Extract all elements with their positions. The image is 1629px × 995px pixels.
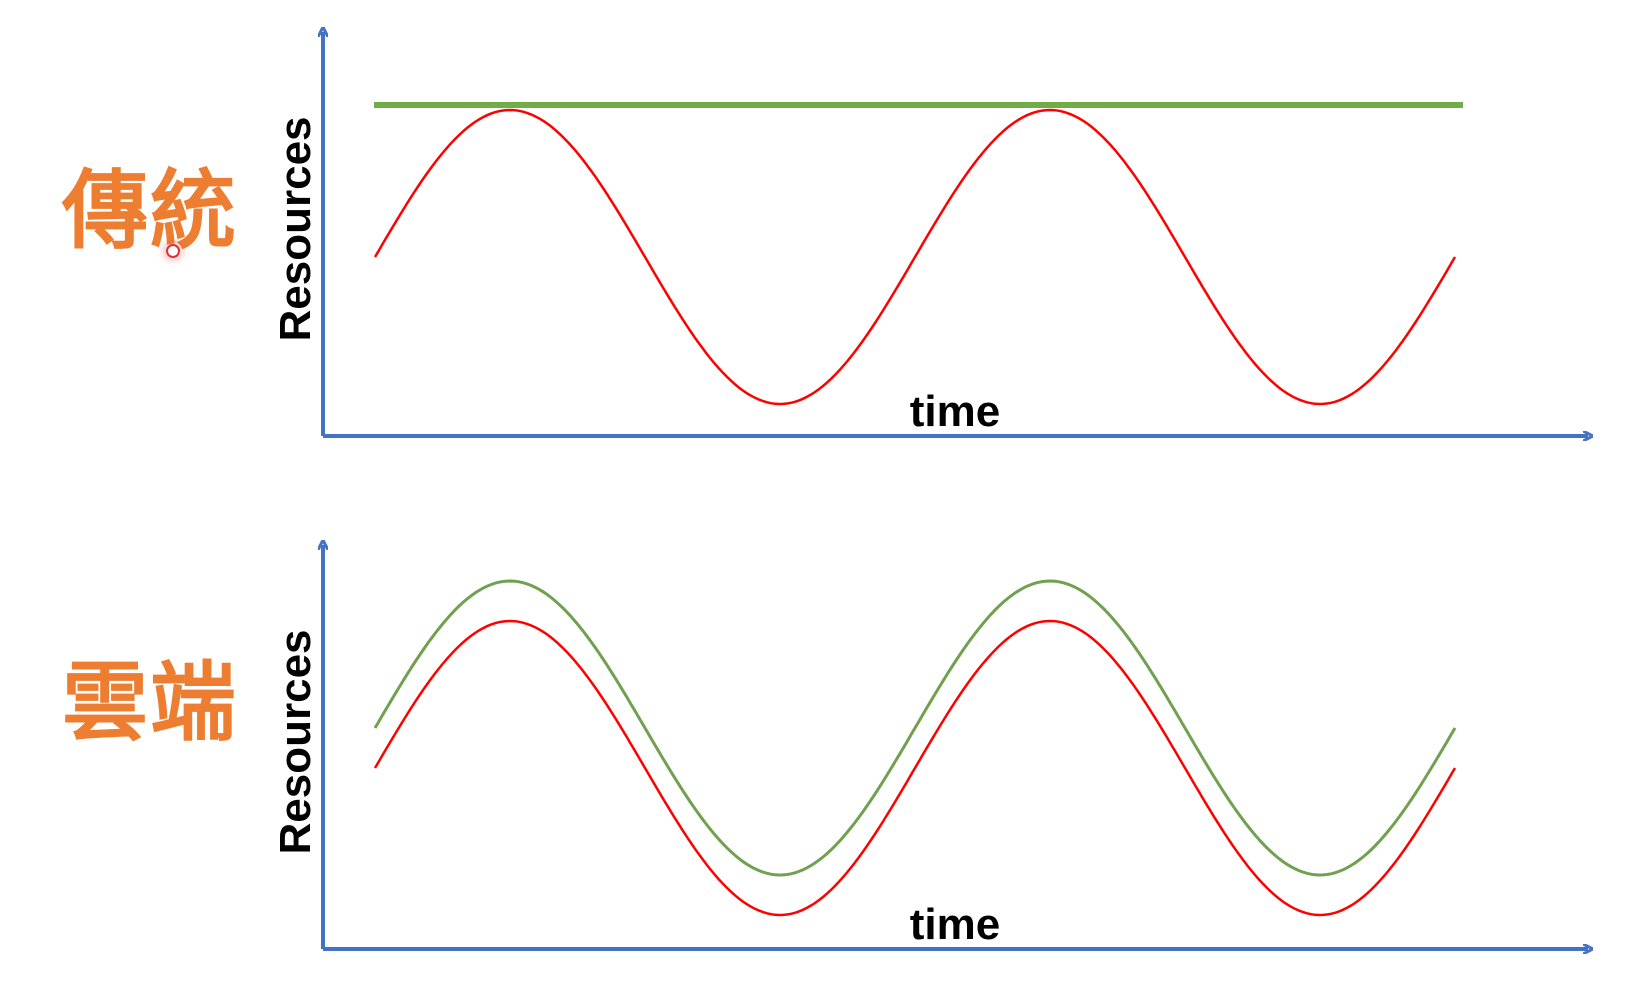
traditional-ylabel: Resources <box>271 116 320 341</box>
pointer-dot-icon <box>166 244 180 258</box>
traditional-label: 傳統 <box>62 161 238 261</box>
traditional-xlabel: time <box>910 387 1000 436</box>
cloud-panel: Resources time <box>271 545 1588 949</box>
cloud-ylabel: Resources <box>271 629 320 854</box>
cloud-label: 雲端 <box>62 653 238 753</box>
traditional-panel: Resources time <box>271 32 1588 436</box>
cloud-capacity-curve <box>373 579 1457 877</box>
cloud-xlabel: time <box>910 900 1000 949</box>
cloud-demand-curve <box>373 619 1457 917</box>
traditional-demand-curve <box>373 108 1457 406</box>
